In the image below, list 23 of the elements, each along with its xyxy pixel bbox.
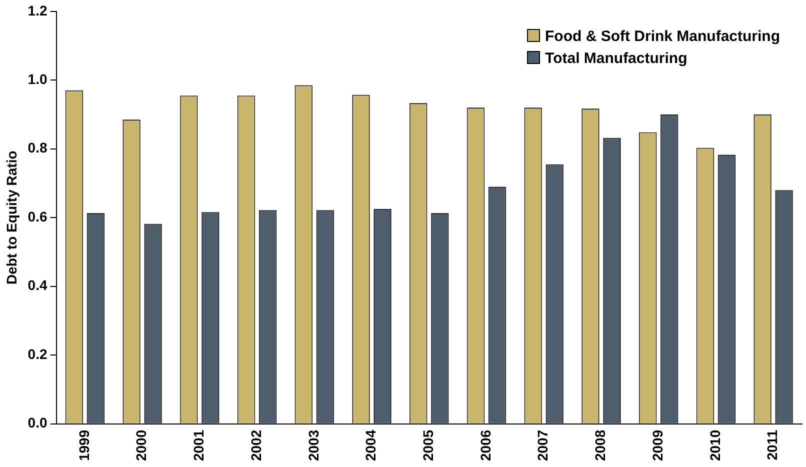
x-tick-label: 2004 xyxy=(362,430,379,462)
y-tick-label: 0.0 xyxy=(28,414,48,431)
x-tick-label: 2007 xyxy=(534,430,551,462)
x-tick-label: 2006 xyxy=(477,430,494,462)
x-tick-label: 2005 xyxy=(420,430,436,462)
legend-label: Total Manufacturing xyxy=(544,49,688,69)
y-tick-label: 0.8 xyxy=(28,140,48,156)
x-tick-label: 2008 xyxy=(592,430,608,462)
x-tick-label: 2003 xyxy=(305,430,322,462)
x-tick-label: 2001 xyxy=(190,430,207,462)
legend-label: Food & Soft Drink Manufacturing xyxy=(544,27,780,47)
y-axis-title: Debt to Equity Ratio xyxy=(3,150,20,285)
y-tick-label: 0.4 xyxy=(28,277,48,294)
x-tick-label: 2002 xyxy=(248,430,264,462)
y-tick-label: 1.0 xyxy=(28,71,48,87)
y-tick-label: 0.6 xyxy=(28,208,48,224)
x-tick-label: 2010 xyxy=(706,430,723,462)
x-tick-label: 2011 xyxy=(764,430,780,460)
x-tick-label: 1999 xyxy=(76,430,92,462)
y-tick-label: 0.2 xyxy=(28,346,48,362)
x-tick-label: 2009 xyxy=(649,430,666,462)
y-tick-label: 1.2 xyxy=(28,2,48,18)
x-tick-label: 2000 xyxy=(133,430,150,462)
